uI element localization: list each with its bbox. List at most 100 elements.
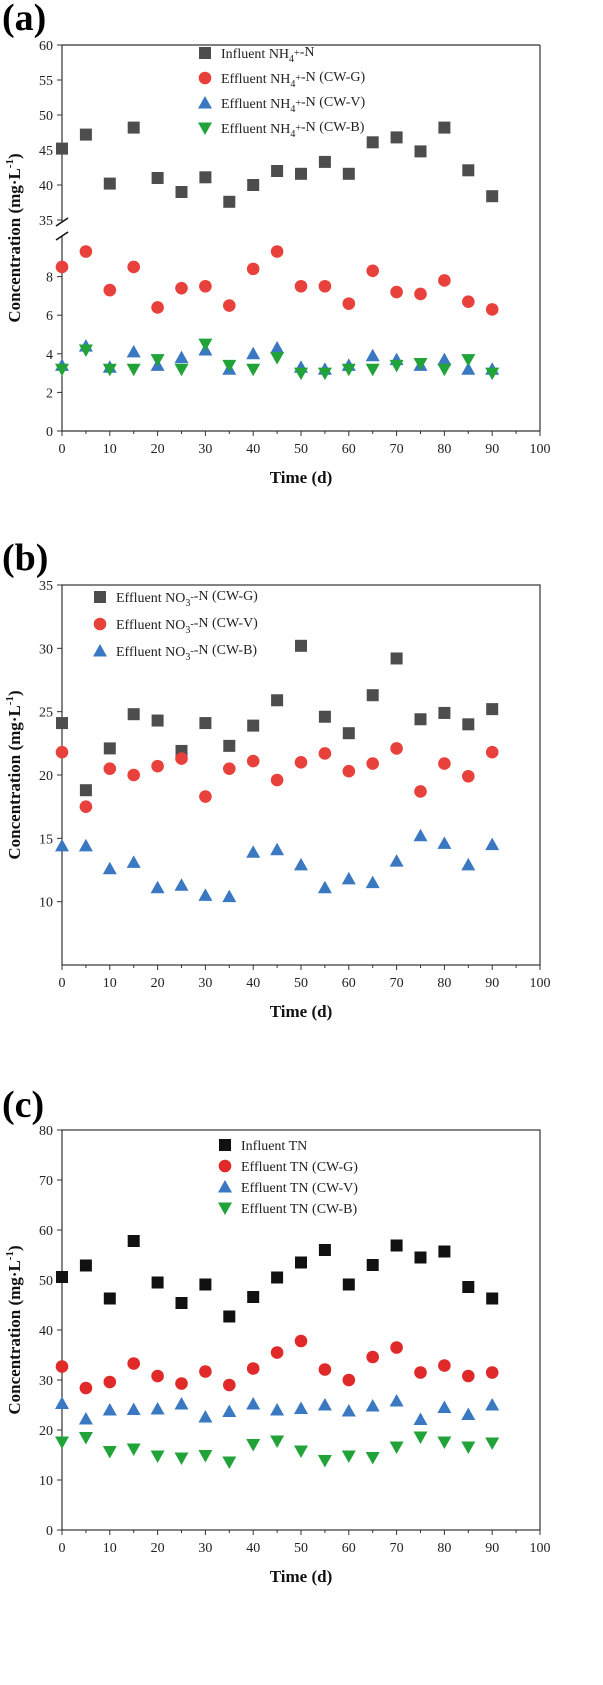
legend-marker [218, 1180, 232, 1193]
series-3 [55, 1431, 500, 1469]
x-tick-label: 90 [485, 442, 499, 457]
data-point [342, 297, 356, 310]
data-point [103, 1292, 116, 1305]
data-point [223, 1378, 236, 1392]
data-point [341, 1450, 356, 1463]
data-point [390, 1239, 403, 1252]
data-point [56, 142, 68, 155]
x-tick-label: 100 [530, 1541, 551, 1556]
data-point [247, 1291, 260, 1303]
data-point [294, 1401, 308, 1414]
x-tick-label: 50 [294, 442, 308, 457]
data-point [78, 1412, 93, 1425]
data-point [461, 857, 476, 871]
legend-label: Influent NH4+-N [221, 45, 314, 65]
legend-label: Influent TN [241, 1139, 307, 1154]
y-axis-title-group: Concentration (mg·L-1) [4, 690, 24, 859]
legend-label: Effluent NO3--N (CW-V) [116, 616, 258, 636]
data-point [317, 880, 332, 894]
x-tick-label: 10 [103, 1541, 117, 1556]
y-tick-label: 60 [39, 39, 53, 54]
data-point [102, 1446, 117, 1459]
data-point [342, 1278, 355, 1291]
data-point [151, 1276, 164, 1289]
data-point [79, 784, 92, 797]
data-point [438, 1245, 451, 1258]
data-point [79, 1381, 93, 1395]
data-point [341, 1404, 356, 1417]
data-point [317, 1398, 332, 1411]
y-tick-label: 45 [39, 144, 53, 159]
data-point [294, 367, 308, 381]
data-point [246, 1362, 260, 1375]
y-tick-label: 6 [46, 309, 53, 324]
data-point [270, 1403, 285, 1416]
data-point [198, 888, 213, 901]
data-point [462, 718, 475, 731]
data-point [462, 1369, 475, 1383]
data-point [462, 295, 475, 308]
data-point [174, 363, 189, 377]
data-point [175, 281, 188, 295]
data-point [103, 283, 117, 297]
data-point [366, 757, 380, 770]
data-point [486, 703, 499, 716]
data-point [222, 1404, 237, 1417]
data-point [437, 363, 452, 377]
legend: Influent NH4+-N Effluent NH4+-N (CW-G) Eff… [198, 45, 365, 140]
data-point [389, 1441, 404, 1454]
series-1 [55, 245, 499, 316]
data-point [103, 177, 116, 190]
chart-panel-c: (c) 0 10 20 30 40 50 60 70 80 90 100 0 10 20 30 40 50 60 70… [2, 1084, 551, 1586]
data-point [150, 880, 165, 894]
y-axis-title-group: Concentration (mg·L-1) [4, 1245, 24, 1414]
series-0 [56, 1235, 499, 1323]
x-tick-label: 60 [342, 976, 356, 991]
data-point [295, 167, 307, 180]
data-point [270, 842, 285, 856]
data-point [318, 155, 331, 168]
legend-marker [198, 96, 212, 109]
data-point [199, 1365, 212, 1378]
data-point [103, 762, 117, 775]
data-point [342, 1373, 356, 1387]
data-point [78, 1432, 93, 1445]
data-point [342, 764, 356, 778]
legend: Effluent NO3--N (CW-G) Effluent NO3--N (C… [93, 589, 258, 663]
data-point [56, 717, 68, 730]
data-point [294, 1445, 308, 1458]
data-point [127, 121, 140, 134]
x-tick-label: 30 [198, 976, 212, 991]
data-point [461, 354, 476, 367]
data-point [270, 341, 285, 354]
data-point [56, 1271, 68, 1283]
data-point [365, 363, 380, 377]
legend-label: Effluent TN (CW-G) [241, 1160, 358, 1175]
data-point [390, 742, 403, 755]
data-point [485, 303, 499, 316]
data-point [485, 1398, 500, 1411]
data-point [222, 359, 237, 373]
data-point [198, 338, 213, 352]
data-point [55, 745, 69, 759]
data-point [414, 287, 427, 301]
legend-marker [198, 71, 212, 85]
data-point [174, 350, 189, 364]
data-point [247, 719, 260, 732]
y-tick-label: 0 [46, 425, 53, 440]
data-point [486, 190, 499, 203]
legend-marker [218, 1202, 232, 1215]
data-point [246, 262, 260, 276]
data-point [199, 717, 212, 730]
legend-marker [93, 644, 107, 657]
data-point [223, 299, 236, 312]
y-tick-label: 40 [39, 179, 53, 194]
data-point [150, 1450, 165, 1463]
x-axis-title: Time (d) [270, 1567, 333, 1586]
data-point [389, 359, 404, 373]
data-point [389, 854, 404, 867]
data-point [294, 279, 308, 293]
data-point [271, 1271, 284, 1284]
data-point [462, 1281, 475, 1293]
x-tick-label: 30 [198, 442, 212, 457]
